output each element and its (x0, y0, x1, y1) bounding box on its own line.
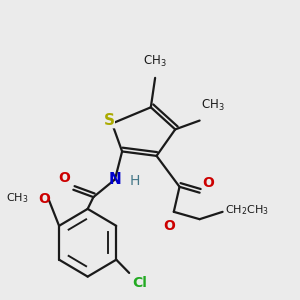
Text: O: O (202, 176, 214, 190)
Text: O: O (58, 171, 70, 185)
Text: CH$_3$: CH$_3$ (143, 54, 167, 69)
Text: O: O (39, 192, 50, 206)
Text: S: S (104, 113, 115, 128)
Text: N: N (109, 172, 121, 187)
Text: CH$_3$: CH$_3$ (201, 98, 225, 113)
Text: H: H (130, 174, 140, 188)
Text: O: O (164, 219, 175, 233)
Text: Cl: Cl (132, 276, 147, 290)
Text: CH$_3$: CH$_3$ (6, 192, 29, 206)
Text: CH$_2$CH$_3$: CH$_2$CH$_3$ (226, 203, 269, 217)
